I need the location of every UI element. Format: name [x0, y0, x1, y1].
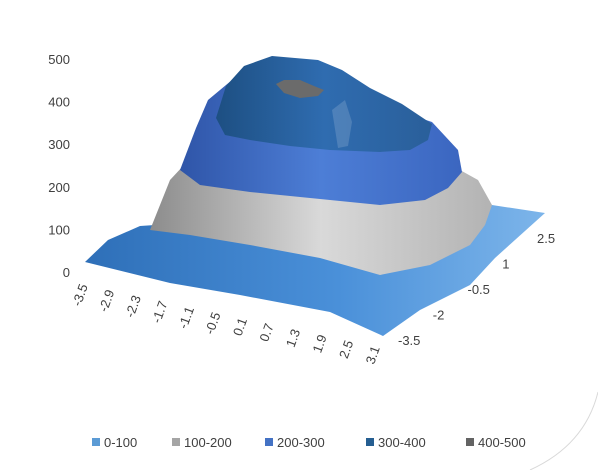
legend-label: 400-500	[478, 435, 526, 450]
legend-swatch	[92, 438, 100, 446]
x-tick-label: 3.1	[363, 344, 383, 366]
y-tick-label: -0.5	[468, 282, 490, 297]
y-tick-label: 2.5	[537, 231, 555, 246]
x-tick-label: 1.9	[309, 333, 329, 355]
x-tick-label: -0.5	[202, 310, 224, 336]
legend-swatch	[366, 438, 374, 446]
y-tick-label: 1	[502, 257, 509, 272]
legend-swatch	[265, 438, 273, 446]
x-tick-label: -1.1	[175, 304, 197, 330]
z-tick-label: 200	[48, 180, 70, 195]
z-axis-ticks: 0 100 200 300 400 500	[48, 52, 70, 280]
z-tick-label: 400	[48, 95, 70, 110]
z-tick-label: 100	[48, 222, 70, 237]
surface-band-300-400	[216, 56, 432, 152]
z-tick-label: 500	[48, 52, 70, 67]
frame-border	[529, 391, 598, 470]
x-tick-label: -2.3	[122, 293, 144, 319]
surface-band-400-500	[276, 80, 324, 98]
legend-label: 300-400	[378, 435, 426, 450]
surface-highlight	[332, 100, 352, 148]
x-tick-label: 0.1	[230, 316, 250, 338]
y-tick-label: -2	[433, 308, 445, 323]
x-tick-label: -2.9	[96, 288, 118, 314]
x-tick-label: -1.7	[149, 299, 171, 325]
z-tick-label: 0	[63, 265, 70, 280]
legend: 0-100 100-200 200-300 300-400 400-500	[92, 435, 526, 450]
x-tick-label: -3.5	[69, 282, 91, 308]
x-tick-label: 1.3	[283, 327, 303, 349]
legend-label: 200-300	[277, 435, 325, 450]
legend-swatch	[172, 438, 180, 446]
legend-swatch	[466, 438, 474, 446]
x-tick-label: 2.5	[336, 338, 356, 360]
x-tick-label: 0.7	[256, 321, 276, 343]
x-axis-ticks: -3.5 -2.9 -2.3 -1.7 -1.1 -0.5 0.1 0.7 1.3 1.9 2.5 3…	[69, 282, 383, 366]
z-tick-label: 300	[48, 137, 70, 152]
y-tick-label: -3.5	[398, 333, 420, 348]
legend-label: 100-200	[184, 435, 232, 450]
y-axis-ticks: -3.5 -2 -0.5 1 2.5	[398, 231, 555, 348]
surface	[85, 56, 545, 336]
legend-label: 0-100	[104, 435, 137, 450]
